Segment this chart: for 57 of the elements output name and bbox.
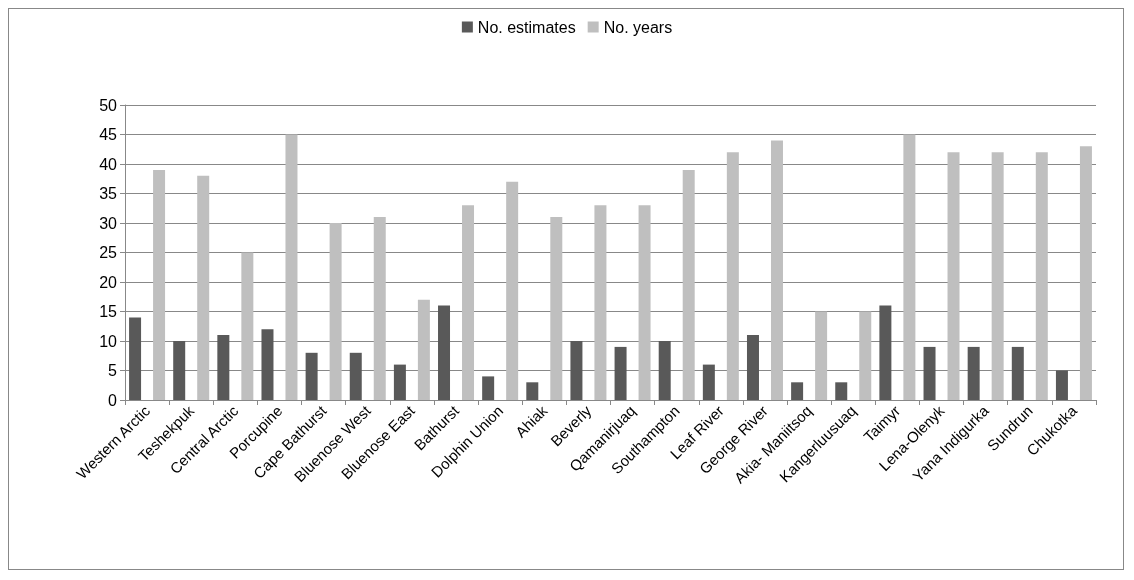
y-tick-label: 5 <box>108 362 118 379</box>
bar <box>329 223 342 400</box>
bar <box>1055 370 1068 400</box>
bar <box>526 382 539 400</box>
bar <box>173 341 186 400</box>
bar <box>197 175 210 400</box>
bar <box>1011 346 1024 400</box>
y-tick-label: 40 <box>99 155 118 173</box>
bar <box>947 152 960 400</box>
bar <box>967 346 980 400</box>
bar <box>1035 152 1048 400</box>
bar <box>638 205 651 400</box>
bar <box>217 335 230 400</box>
bar <box>991 152 1004 400</box>
y-tick-label: 30 <box>99 214 118 232</box>
bar <box>285 134 298 400</box>
bar <box>682 169 695 400</box>
y-tick-label: 45 <box>99 126 118 143</box>
bar <box>482 376 495 400</box>
legend-label: No. estimates <box>477 18 576 36</box>
bar <box>462 205 475 400</box>
bar <box>261 329 274 400</box>
bar <box>506 181 519 400</box>
bar <box>614 346 627 400</box>
bar <box>550 217 563 400</box>
bar <box>658 341 671 400</box>
y-tick-label: 25 <box>99 244 118 261</box>
legend-label: No. years <box>603 18 673 36</box>
bar <box>815 311 828 400</box>
bar <box>835 382 848 400</box>
y-tick-label: 10 <box>99 332 118 350</box>
bar <box>594 205 607 400</box>
bar <box>726 152 739 400</box>
bar <box>702 364 715 400</box>
bar <box>879 305 892 400</box>
bar <box>923 346 936 400</box>
bar <box>349 352 362 400</box>
y-tick-label: 0 <box>108 391 118 409</box>
y-tick-label: 20 <box>99 273 118 291</box>
bar <box>373 217 386 400</box>
bar <box>153 169 166 400</box>
bar <box>770 140 783 400</box>
bar <box>305 352 318 400</box>
y-tick-label: 15 <box>99 303 118 320</box>
bar <box>438 305 451 400</box>
y-tick-label: 35 <box>99 185 118 202</box>
bar <box>859 311 872 400</box>
bar <box>1079 146 1092 400</box>
bar <box>746 335 759 400</box>
bar <box>791 382 804 400</box>
bar <box>903 134 916 400</box>
y-tick-label: 50 <box>99 96 118 114</box>
bar <box>241 252 254 400</box>
bar <box>393 364 406 400</box>
bar <box>417 299 430 400</box>
bar <box>570 341 583 400</box>
bar <box>129 317 142 400</box>
